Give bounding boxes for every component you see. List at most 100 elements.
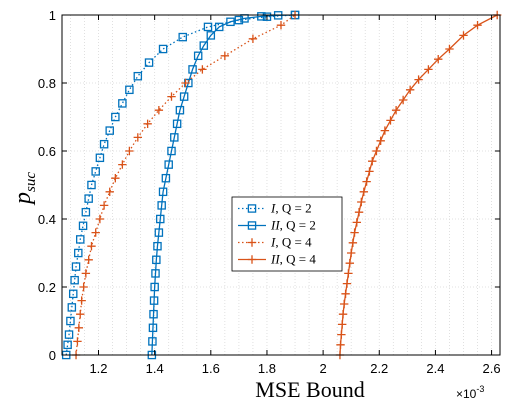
legend-label-var: I bbox=[270, 235, 276, 250]
legend-item: I, Q = 4 bbox=[238, 235, 312, 250]
x-tick-label: 1.8 bbox=[258, 361, 276, 376]
data-point-plus bbox=[372, 146, 381, 156]
data-point-plus bbox=[386, 116, 395, 125]
data-point-plus bbox=[81, 269, 91, 278]
x-tick-label: 2.2 bbox=[370, 361, 388, 376]
data-point-plus bbox=[73, 337, 82, 346]
y-axis-label-main: p bbox=[10, 192, 36, 206]
y-tick-label: 0.4 bbox=[38, 212, 56, 227]
data-point-plus bbox=[339, 299, 349, 309]
data-point-square bbox=[257, 12, 266, 21]
data-point-plus bbox=[398, 95, 408, 105]
data-point-plus bbox=[77, 296, 86, 305]
data-point-square bbox=[175, 105, 185, 115]
x-tick-label: 1.4 bbox=[146, 361, 164, 376]
data-point-plus bbox=[74, 323, 84, 332]
data-point-plus bbox=[348, 238, 358, 247]
x-exponent-base: ×10 bbox=[456, 387, 477, 401]
data-point-plus bbox=[368, 157, 377, 166]
data-point-square bbox=[157, 201, 166, 210]
y-tick-label: 0.8 bbox=[38, 76, 56, 91]
y-tick-label: 0.6 bbox=[38, 144, 56, 159]
data-point-square bbox=[178, 32, 187, 42]
legend-label: I, Q = 4 bbox=[270, 235, 312, 250]
data-point-square bbox=[68, 289, 78, 299]
data-point-plus bbox=[337, 330, 346, 339]
data-point-square bbox=[78, 221, 88, 231]
data-point-plus bbox=[99, 201, 109, 210]
data-point-plus bbox=[380, 126, 390, 135]
data-point-plus bbox=[87, 242, 96, 251]
y-tick-label: 0.2 bbox=[38, 280, 56, 295]
data-point-square bbox=[91, 167, 100, 176]
legend-item: I, Q = 2 bbox=[238, 201, 312, 216]
data-point-plus bbox=[342, 279, 352, 288]
data-point-plus bbox=[352, 218, 362, 227]
data-point-square bbox=[71, 262, 81, 271]
legend-item: II, Q = 4 bbox=[238, 252, 316, 267]
data-point-plus bbox=[76, 310, 85, 319]
plot-frame bbox=[61, 14, 501, 356]
series-2 bbox=[147, 10, 300, 360]
data-point-plus bbox=[125, 146, 134, 156]
data-point-square bbox=[170, 133, 179, 142]
data-point-square bbox=[199, 41, 209, 50]
data-point-square bbox=[74, 248, 83, 258]
data-point-plus bbox=[336, 340, 345, 349]
data-point-square bbox=[148, 337, 157, 346]
data-point-plus bbox=[276, 21, 286, 30]
data-point-plus bbox=[84, 255, 93, 264]
data-point-square bbox=[156, 214, 165, 224]
data-point-square bbox=[99, 139, 109, 149]
tick-labels: 1.2 1.4 1.6 1.8 2 2.2 2.4 2.6 0 0.2 0.4 0.6 0.8 1 bbox=[38, 8, 501, 376]
series-line bbox=[339, 14, 498, 356]
data-point-square bbox=[144, 58, 154, 67]
y-tick-label: 1 bbox=[49, 8, 56, 23]
data-point-plus bbox=[79, 282, 88, 292]
data-point-square bbox=[172, 119, 182, 129]
data-point-square bbox=[161, 173, 171, 183]
data-point-square bbox=[152, 255, 161, 265]
data-point-plus bbox=[95, 214, 105, 224]
x-axis-exponent: ×10-3 bbox=[456, 384, 484, 401]
data-point-plus bbox=[459, 31, 468, 40]
data-point-square bbox=[150, 282, 159, 292]
data-point-square bbox=[203, 22, 213, 32]
data-point-plus bbox=[118, 160, 127, 169]
series-line bbox=[151, 14, 296, 356]
data-point-square bbox=[95, 153, 105, 163]
data-point-square bbox=[84, 194, 93, 203]
data-point-plus bbox=[362, 177, 371, 186]
data-point-plus bbox=[181, 78, 190, 88]
data-point-plus bbox=[445, 44, 454, 54]
data-point-plus bbox=[424, 65, 433, 74]
legend-label-var: I bbox=[270, 201, 276, 216]
y-tick-label: 0 bbox=[49, 348, 56, 363]
legend-label: II, Q = 4 bbox=[270, 252, 316, 267]
legend-item: II, Q = 2 bbox=[238, 218, 316, 233]
data-point-square bbox=[179, 92, 189, 101]
data-point-plus bbox=[341, 289, 350, 298]
data-point-square bbox=[151, 269, 160, 278]
data-point-plus bbox=[365, 167, 374, 176]
data-point-plus bbox=[344, 269, 353, 278]
data-point-square bbox=[247, 204, 257, 213]
data-point-plus bbox=[354, 208, 364, 217]
data-point-square bbox=[154, 228, 164, 237]
series-line bbox=[65, 14, 296, 356]
data-point-square bbox=[76, 235, 85, 244]
data-point-square bbox=[193, 51, 203, 61]
legend-label-rest: , Q = 4 bbox=[280, 252, 317, 267]
data-point-plus bbox=[154, 106, 164, 115]
x-tick-label: 1.6 bbox=[202, 361, 220, 376]
data-point-plus bbox=[414, 75, 423, 84]
data-point-square bbox=[226, 17, 235, 27]
data-point-plus bbox=[133, 133, 143, 142]
y-axis-label: psuc bbox=[10, 172, 39, 206]
data-point-square bbox=[167, 146, 176, 156]
legend-label-var: II bbox=[270, 218, 280, 233]
data-point-square bbox=[125, 85, 134, 95]
data-point-plus bbox=[391, 106, 401, 115]
x-tick-label: 1.2 bbox=[89, 361, 107, 376]
data-point-plus bbox=[111, 174, 120, 183]
